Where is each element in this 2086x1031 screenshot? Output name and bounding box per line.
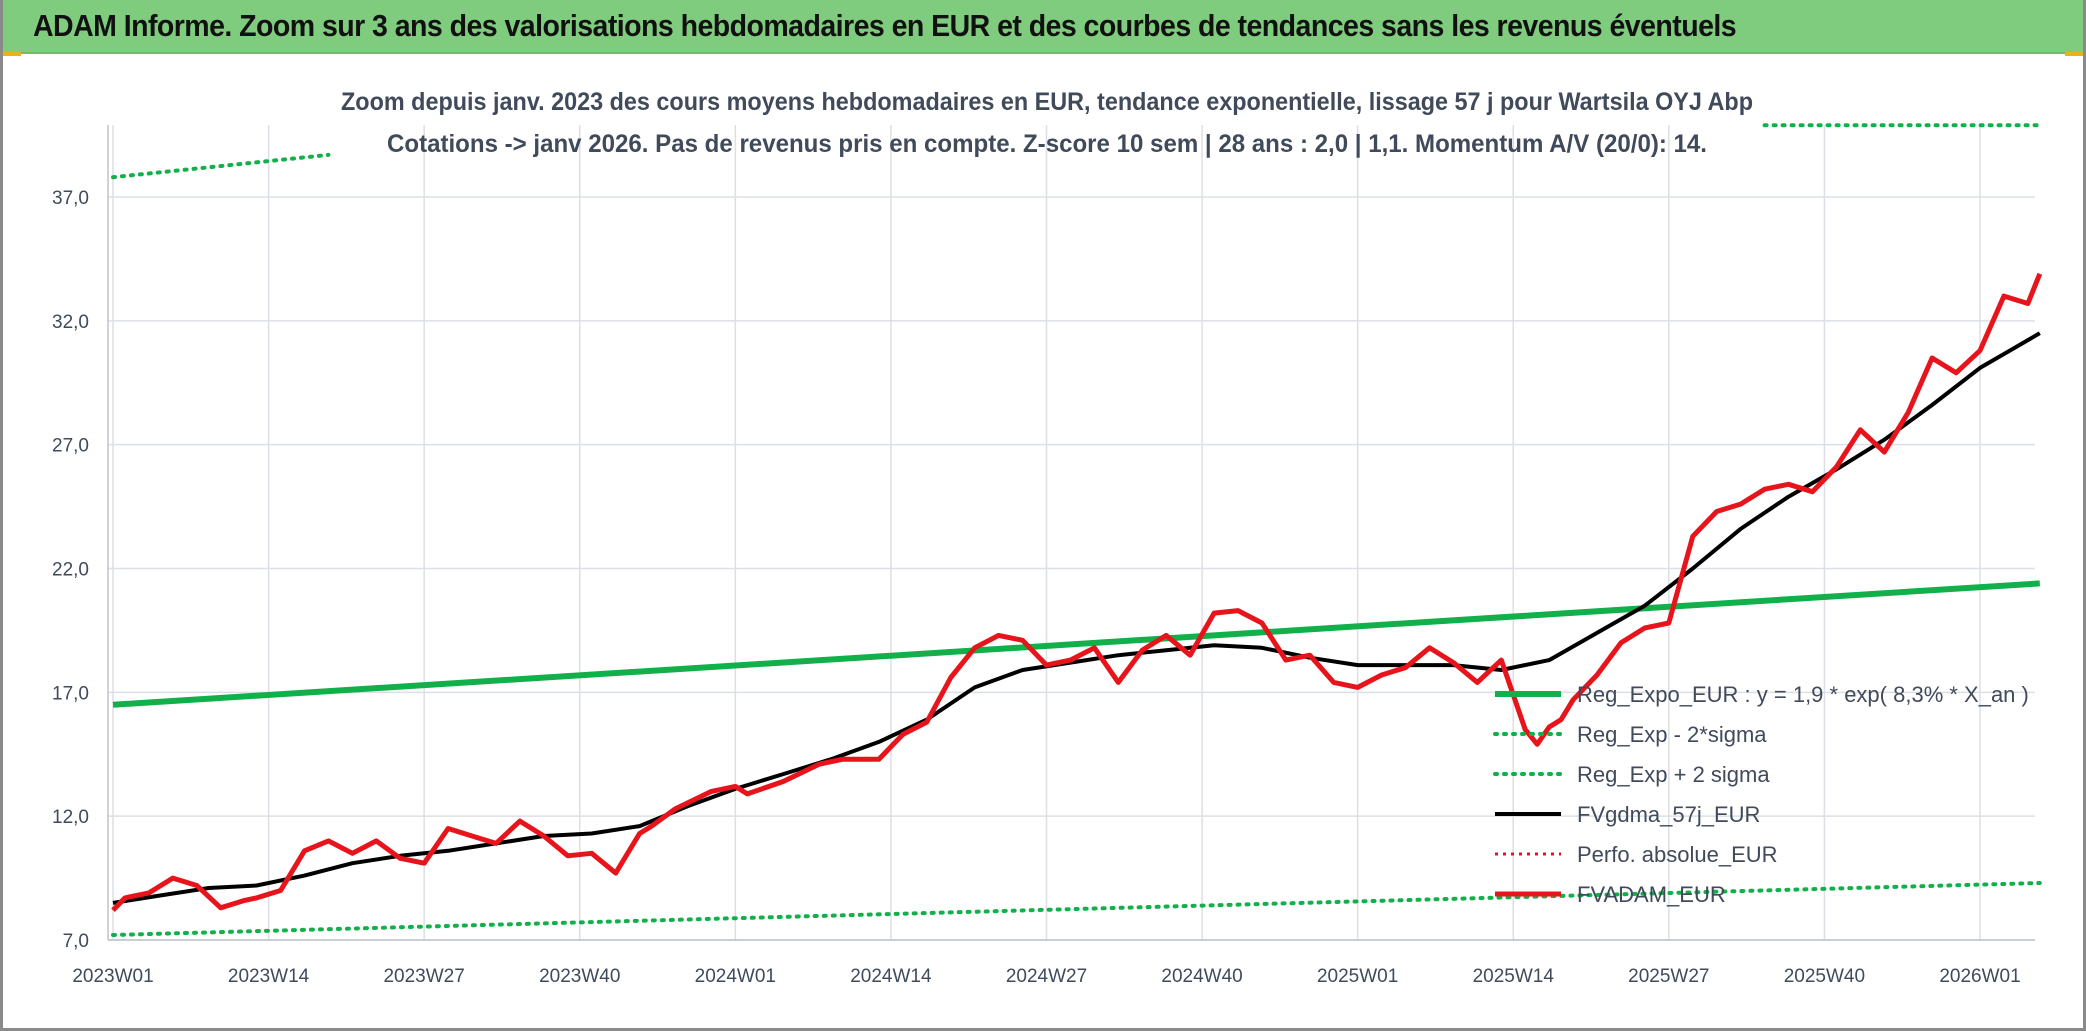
y-tick-label: 17,0: [52, 683, 89, 704]
series-reg-minus-2sigma: [111, 881, 2042, 937]
legend-label: Reg_Exp - 2*sigma: [1577, 722, 1767, 747]
x-tick-label: 2024W27: [1006, 966, 1087, 987]
series-fvadam: [111, 272, 2043, 913]
x-tick-label: 2025W40: [1784, 966, 1865, 987]
chart-title-line-2: Cotations -> janv 2026. Pas de revenus p…: [387, 130, 1707, 158]
x-tick-label: 2024W40: [1161, 966, 1242, 987]
legend-label: FVADAM_EUR: [1577, 882, 1726, 907]
chart-legend: Reg_Expo_EUR : y = 1,9 * exp( 8,3% * X_a…: [1493, 682, 2029, 907]
report-banner: [3, 0, 2083, 54]
chart-series: [111, 123, 2043, 937]
legend-label: FVgdma_57j_EUR: [1577, 802, 1760, 827]
y-tick-label: 27,0: [52, 436, 89, 457]
x-tick-label: 2023W40: [539, 966, 620, 987]
y-tick-label: 12,0: [52, 807, 89, 828]
x-tick-label: 2026W01: [1939, 966, 2020, 987]
legend-label: Reg_Expo_EUR : y = 1,9 * exp( 8,3% * X_a…: [1577, 682, 2029, 707]
chart-title-line-1: Zoom depuis janv. 2023 des cours moyens …: [341, 88, 1753, 116]
chart-axes: 7,0 12,0 17,0 22,0 27,0 32,0 37,0 2023W01 2023W1…: [52, 125, 2035, 987]
banner-corner-left: [3, 52, 21, 56]
x-tick-label: 2025W27: [1628, 966, 1709, 987]
y-tick-label: 7,0: [63, 931, 89, 952]
y-tick-label: 32,0: [52, 312, 89, 333]
x-tick-label: 2025W14: [1473, 966, 1555, 987]
x-tick-label: 2025W01: [1317, 966, 1398, 987]
banner-corner-right: [2065, 52, 2083, 56]
chart-grid: [108, 125, 2035, 941]
x-tick-label: 2024W14: [850, 966, 932, 987]
y-tick-label: 37,0: [52, 188, 89, 209]
x-tick-label: 2023W01: [72, 966, 153, 987]
legend-label: Reg_Exp + 2 sigma: [1577, 762, 1770, 787]
x-tick-label: 2023W14: [228, 966, 310, 987]
x-tick-label: 2024W01: [695, 966, 776, 987]
x-tick-label: 2023W27: [383, 966, 464, 987]
legend-label: Perfo. absolue_EUR: [1577, 842, 1778, 867]
line-chart: 7,0 12,0 17,0 22,0 27,0 32,0 37,0 2023W01 2023W1…: [52, 88, 2043, 987]
y-tick-label: 22,0: [52, 560, 89, 581]
series-reg-plus-2sigma: [111, 152, 331, 180]
series-reg-expo: [112, 580, 2040, 708]
report-title: ADAM Informe. Zoom sur 3 ans des valoris…: [33, 8, 1737, 43]
